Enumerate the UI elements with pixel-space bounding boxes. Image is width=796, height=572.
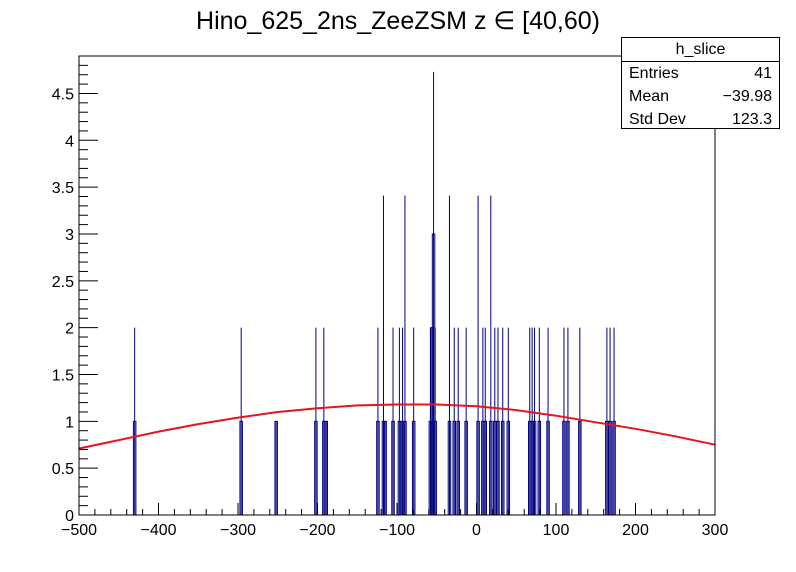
stats-box: h_slice Entries 41 Mean −39.98 Std Dev 1… xyxy=(621,37,780,129)
histogram-bars xyxy=(132,71,616,516)
stats-row-mean: Mean −39.98 xyxy=(622,85,779,108)
x-tick-label: −500 xyxy=(61,522,97,539)
x-tick-label: 100 xyxy=(543,522,570,539)
x-axis: −500 −400 −300 −200 −100 0 100 200 300 xyxy=(61,503,728,539)
x-tick-label: −100 xyxy=(379,522,415,539)
stats-mean-value: −39.98 xyxy=(722,88,772,105)
y-tick-label: 3.5 xyxy=(52,180,74,197)
stats-entries-label: Entries xyxy=(629,65,679,82)
fit-curve-group xyxy=(78,403,716,450)
x-tick-label: −300 xyxy=(220,522,256,539)
x-tick-label: 200 xyxy=(622,522,649,539)
y-tick-label: 2.5 xyxy=(52,274,74,291)
x-tick-label: 0 xyxy=(472,522,481,539)
x-tick-label: 300 xyxy=(702,522,729,539)
stats-stddev-value: 123.3 xyxy=(731,111,772,128)
y-axis: 0 0.5 1 1.5 2 2.5 3 3.5 4 4.5 xyxy=(52,55,98,525)
y-tick-label: 1.5 xyxy=(52,367,74,384)
stats-mean-label: Mean xyxy=(629,88,670,105)
y-tick-label: 4 xyxy=(65,133,74,150)
plot-frame xyxy=(78,55,716,516)
fit-curve xyxy=(78,403,716,450)
stats-entries-value: 41 xyxy=(754,65,772,82)
stats-row-stddev: Std Dev 123.3 xyxy=(622,108,779,131)
x-tick-label: −200 xyxy=(299,522,335,539)
y-tick-label: 0 xyxy=(65,508,74,525)
y-tick-label: 2 xyxy=(65,321,74,338)
y-tick-label: 3 xyxy=(65,227,74,244)
stats-stddev-label: Std Dev xyxy=(629,111,686,128)
y-tick-label: 0.5 xyxy=(52,461,74,478)
y-tick-label: 1 xyxy=(65,414,74,431)
stats-box-title: h_slice xyxy=(622,38,779,62)
stats-row-entries: Entries 41 xyxy=(622,62,779,85)
chart-title: Hino_625_2ns_ZeeZSM z ∈ [40,60) xyxy=(196,7,600,35)
y-tick-label: 4.5 xyxy=(52,86,74,103)
x-tick-label: −400 xyxy=(140,522,176,539)
